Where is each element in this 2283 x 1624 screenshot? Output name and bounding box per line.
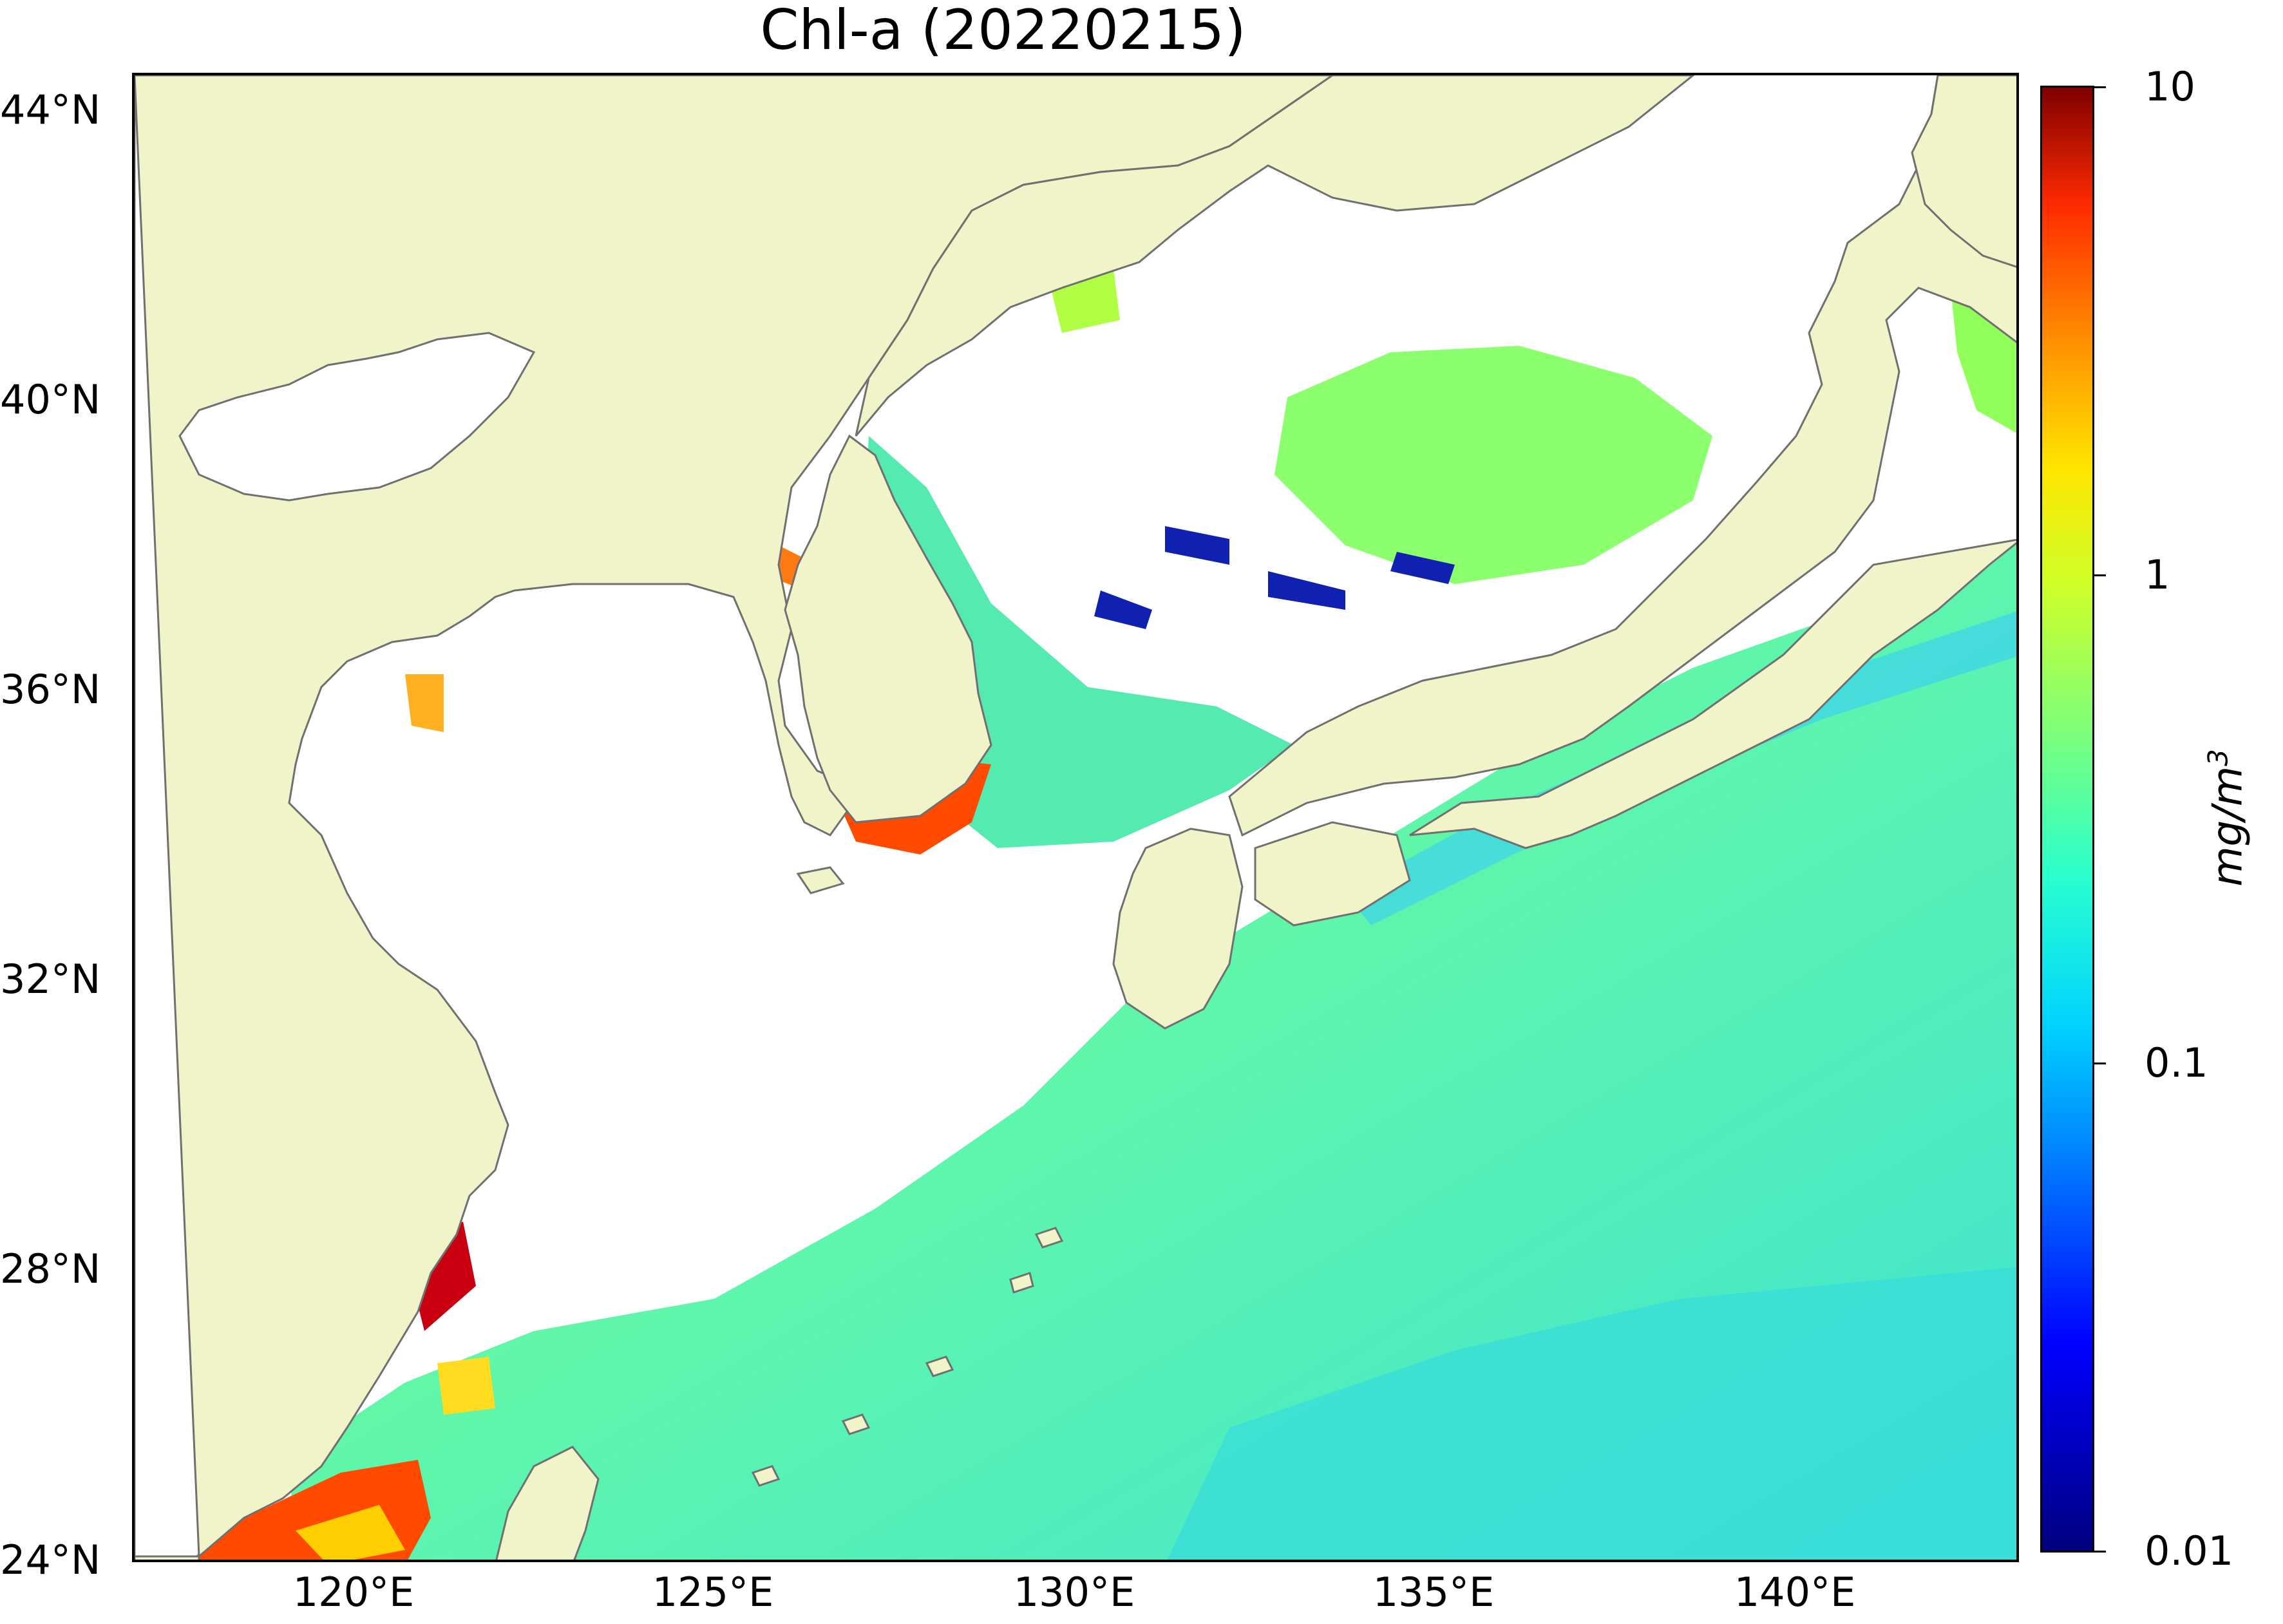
lat-tick-label: 32°N xyxy=(0,956,101,1003)
colorbar-tick-label: 1 xyxy=(2145,551,2170,598)
colorbar-unit-exponent: 3 xyxy=(2202,749,2234,766)
colorbar-tick-label: 0.01 xyxy=(2145,1527,2234,1574)
liaodong-peninsula-coast xyxy=(178,332,536,502)
colorbar-tick xyxy=(2094,1062,2106,1064)
southern-ocean-cyan xyxy=(1167,1267,2016,1560)
colorbar-tick xyxy=(2094,1551,2106,1553)
fujian-coast-chla xyxy=(437,1357,495,1415)
lon-tick-label: 135°E xyxy=(1372,1569,1495,1616)
lat-tick-label: 28°N xyxy=(0,1245,101,1292)
japan-kyushu-land xyxy=(1112,827,1244,1030)
sea-of-japan-eddy xyxy=(1274,346,1712,584)
colorbar-tick-label: 10 xyxy=(2145,63,2195,110)
honshu-south-coast xyxy=(1409,538,2016,849)
ryukyu-islands xyxy=(751,1227,1064,1487)
lat-tick-label: 44°N xyxy=(0,86,101,133)
lat-tick-label: 36°N xyxy=(0,666,101,713)
jeju-island xyxy=(796,866,845,894)
map-title: Chl-a (20220215) xyxy=(760,0,1246,62)
lon-tick-label: 125°E xyxy=(652,1569,774,1616)
colorbar-tick xyxy=(2094,574,2106,576)
colorbar-tick-label: 0.1 xyxy=(2145,1039,2208,1086)
lat-tick-label: 40°N xyxy=(0,376,101,423)
lon-tick-label: 140°E xyxy=(1734,1569,1856,1616)
korea-land xyxy=(784,434,992,824)
russia-primorye-land xyxy=(855,75,1695,437)
map-canvas xyxy=(135,75,2016,1560)
taiwan-land xyxy=(495,1446,600,1560)
lat-tick-label: 24°N xyxy=(0,1536,101,1583)
taiwan-strait-yellow xyxy=(296,1505,405,1560)
colorbar-unit-base: mg/m xyxy=(2204,766,2252,887)
lon-tick-label: 130°E xyxy=(1013,1569,1135,1616)
shandong-patch xyxy=(405,674,444,732)
map-plot-area[interactable] xyxy=(132,73,2019,1562)
japan-shikoku-land xyxy=(1254,821,1411,927)
colorbar-tick xyxy=(2094,86,2106,88)
colorbar xyxy=(2040,86,2094,1553)
lon-tick-label: 120°E xyxy=(292,1569,415,1616)
hokkaido-land xyxy=(1911,75,2016,268)
colorbar-unit-label: mg/m3 xyxy=(2202,749,2251,887)
sea-of-japan-blue-patches xyxy=(1094,526,1455,629)
